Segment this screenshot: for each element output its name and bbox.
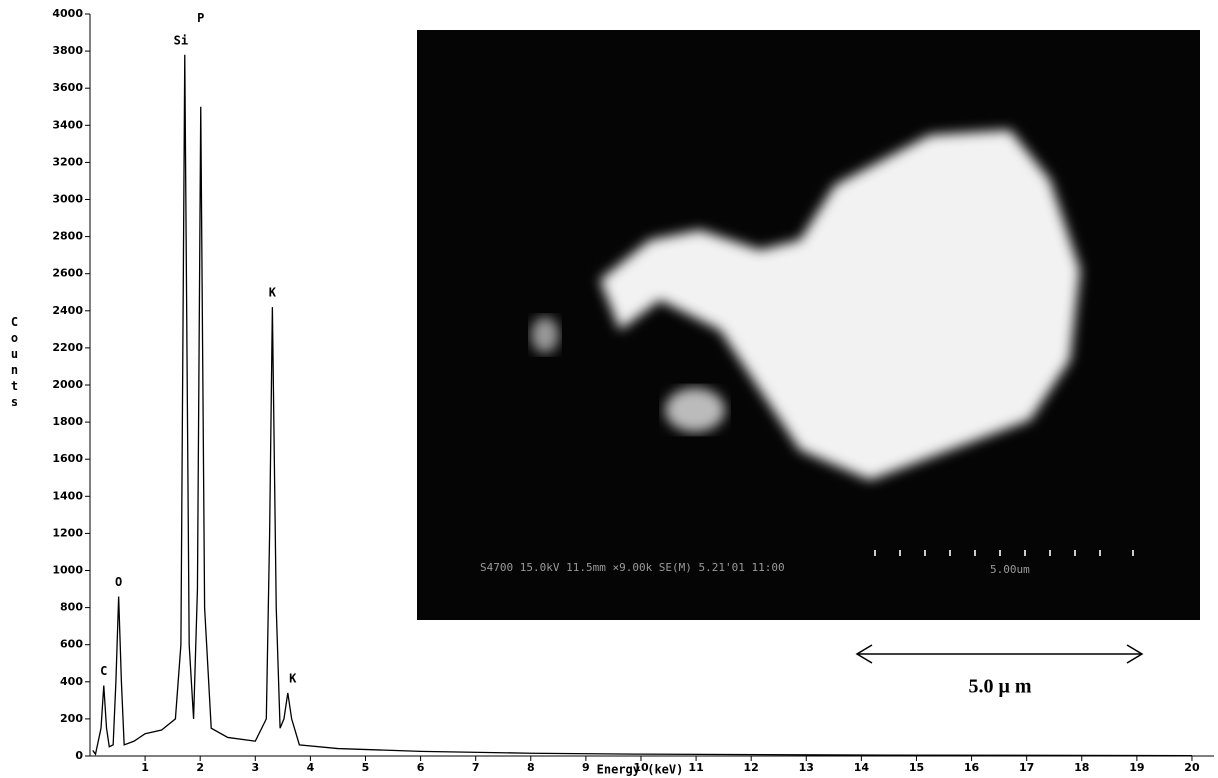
- x-tick-label: 14: [854, 761, 870, 774]
- x-tick-label: 18: [1074, 761, 1089, 774]
- y-tick-label: 1800: [52, 415, 83, 428]
- y-tick-label: 2200: [52, 341, 83, 354]
- spectrum-line: [92, 54, 1192, 757]
- x-tick-label: 20: [1184, 761, 1200, 774]
- x-tick-label: 2: [196, 761, 204, 774]
- sem-image: S4700 15.0kV 11.5mm ×9.00k SE(M) 5.21'01…: [417, 30, 1200, 620]
- peak-label: Si: [174, 33, 188, 47]
- y-tick-label: 3600: [52, 81, 83, 94]
- peak-label: C: [100, 664, 107, 678]
- x-tick-label: 12: [744, 761, 759, 774]
- y-tick-label: 800: [60, 601, 83, 614]
- x-tick-label: 7: [472, 761, 480, 774]
- y-tick-label: 1600: [52, 452, 83, 465]
- y-tick-label: 3000: [52, 193, 83, 206]
- y-tick-label: 2800: [52, 230, 83, 243]
- sem-caption: S4700 15.0kV 11.5mm ×9.00k SE(M) 5.21'01…: [480, 561, 785, 574]
- y-tick-label: 2000: [52, 378, 83, 391]
- x-tick-label: 6: [417, 761, 425, 774]
- peak-label: O: [115, 575, 122, 589]
- x-tick-label: 3: [251, 761, 259, 774]
- x-tick-label: 9: [582, 761, 590, 774]
- y-tick-label: 4000: [52, 7, 83, 20]
- x-tick-label: 13: [799, 761, 814, 774]
- y-tick-label: 3800: [52, 44, 83, 57]
- scale-label: 5.0 μ m: [969, 676, 1032, 698]
- x-tick-label: 5: [362, 761, 370, 774]
- y-tick-label: 2600: [52, 267, 83, 280]
- x-tick-label: 1: [141, 761, 149, 774]
- y-tick-label: 600: [60, 638, 83, 651]
- x-tick-label: 15: [909, 761, 924, 774]
- x-tick-label: 11: [688, 761, 703, 774]
- x-tick-label: 17: [1019, 761, 1034, 774]
- x-axis-label: Energy (keV): [597, 763, 684, 777]
- y-tick-label: 0: [75, 749, 83, 762]
- y-tick-label: 3200: [52, 155, 83, 168]
- x-tick-label: 16: [964, 761, 980, 774]
- x-tick-label: 19: [1129, 761, 1144, 774]
- sem-scale-caption: 5.00um: [990, 563, 1030, 576]
- y-tick-label: 3400: [52, 118, 83, 131]
- y-tick-label: 1200: [52, 526, 83, 539]
- peak-label: P: [197, 11, 204, 25]
- peak-label: K: [269, 286, 277, 300]
- y-tick-label: 200: [60, 712, 83, 725]
- y-tick-label: 2400: [52, 304, 83, 317]
- x-tick-label: 8: [527, 761, 535, 774]
- y-tick-label: 1400: [52, 489, 83, 502]
- x-tick-label: 10: [633, 761, 649, 774]
- y-axis-label: Counts: [8, 315, 22, 411]
- x-tick-label: 4: [307, 761, 315, 774]
- scale-bar: 5.0 μ m: [855, 644, 1144, 698]
- peak-label: K: [289, 671, 297, 685]
- y-tick-label: 1000: [52, 564, 83, 577]
- y-tick-label: 400: [60, 675, 83, 688]
